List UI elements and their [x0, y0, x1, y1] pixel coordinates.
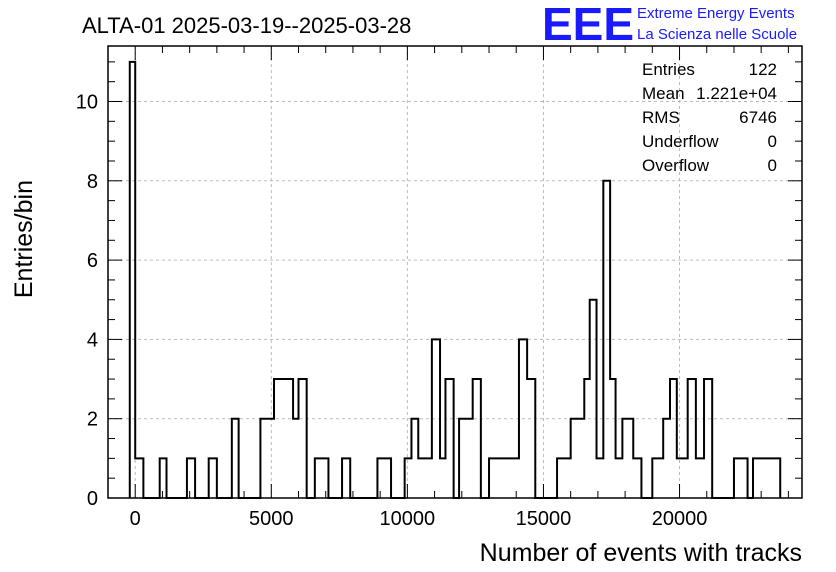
- histogram-outline: [128, 60, 782, 499]
- y-tick-label: 10: [76, 92, 98, 114]
- y-tick-label: 4: [87, 329, 98, 351]
- stats-overflow-label: Overflow: [642, 156, 710, 175]
- x-tick-label: 10000: [380, 508, 436, 530]
- x-axis-label: Number of events with tracks: [480, 539, 802, 567]
- logo-acronym: EEE: [542, 0, 634, 50]
- stats-overflow-value: 0: [768, 156, 777, 175]
- chart-title: ALTA-01 2025-03-19--2025-03-28: [82, 13, 411, 38]
- y-tick-labels: 0 2 4 6 8 10: [76, 92, 98, 510]
- y-tick-label: 2: [87, 409, 98, 431]
- y-tick-label: 0: [87, 488, 98, 510]
- x-tick-labels: 0 5000 10000 15000 20000: [130, 508, 708, 530]
- stats-box: Entries 122 Mean 1.221e+04 RMS 6746 Unde…: [642, 60, 777, 175]
- stats-mean-value: 1.221e+04: [696, 84, 777, 103]
- eee-logo: EEE Extreme Energy Events La Scienza nel…: [542, 0, 797, 50]
- y-tick-label: 8: [87, 171, 98, 193]
- x-tick-label: 5000: [249, 508, 294, 530]
- x-tick-label: 15000: [516, 508, 572, 530]
- stats-underflow-label: Underflow: [642, 132, 719, 151]
- stats-underflow-value: 0: [768, 132, 777, 151]
- stats-rms-label: RMS: [642, 108, 680, 127]
- y-axis-label: Entries/bin: [10, 180, 38, 298]
- stats-entries-value: 122: [749, 60, 777, 79]
- logo-line2: La Scienza nelle Scuole: [637, 26, 797, 43]
- stats-rms-value: 6746: [739, 108, 777, 127]
- logo-line1: Extreme Energy Events: [637, 5, 795, 22]
- x-tick-label: 20000: [652, 508, 708, 530]
- axis-ticks: [107, 46, 802, 499]
- y-tick-label: 6: [87, 250, 98, 272]
- plot-frame: [107, 45, 803, 499]
- stats-mean-label: Mean: [642, 84, 685, 103]
- x-tick-label: 0: [130, 508, 141, 530]
- stats-entries-label: Entries: [642, 60, 695, 79]
